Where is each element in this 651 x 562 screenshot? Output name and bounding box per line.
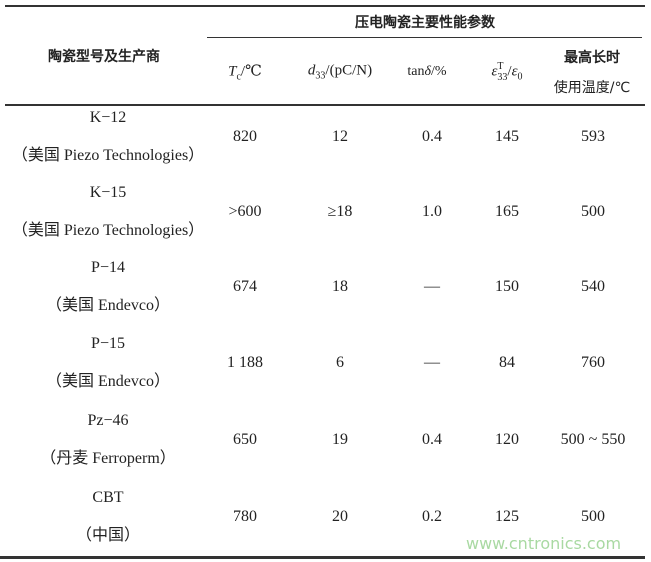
- maker-name: （美国 Piezo Technologies）: [11, 147, 205, 164]
- table-row: P−15 （美国 Endevco） 1 188 6 — 84 760: [0, 325, 651, 401]
- cell-d33: 6: [336, 354, 344, 371]
- cell-tc: >600: [228, 203, 262, 220]
- cell-tan: 1.0: [422, 203, 442, 220]
- cell-max: 500: [581, 203, 605, 220]
- cell-eps: 150: [495, 278, 519, 295]
- cell-d33: 19: [332, 431, 348, 448]
- col-header-eps: ε 33 T/ε0: [491, 61, 523, 83]
- cell-max: 500 ~ 550: [560, 431, 626, 448]
- cell-model: CBT （中国）: [76, 479, 140, 555]
- model-name: K−12: [89, 109, 127, 126]
- maker-name: （美国 Endevco）: [46, 373, 170, 390]
- cell-tc: 780: [233, 508, 257, 525]
- col-header-tc: Tc/℃: [228, 63, 262, 83]
- bottom-rule: [0, 556, 645, 559]
- cell-tan: 0.4: [422, 431, 442, 448]
- cell-d33: 12: [332, 128, 348, 145]
- cell-d33: 20: [332, 508, 348, 525]
- cell-tan: —: [424, 278, 440, 295]
- top-rule: [5, 5, 645, 7]
- cell-tc: 820: [233, 128, 257, 145]
- table-row: K−15 （美国 Piezo Technologies） >600 ≥18 1.0 165…: [0, 174, 651, 250]
- cell-tan: 0.4: [422, 128, 442, 145]
- maker-name: （丹麦 Ferroperm）: [40, 450, 176, 467]
- col-header-max-1: 最高长时: [564, 50, 620, 66]
- table-row: P−14 （美国 Endevco） 674 18 — 150 540: [0, 249, 651, 325]
- maker-name: （中国）: [75, 527, 141, 544]
- cell-d33: 18: [332, 278, 348, 295]
- cell-tan: —: [424, 354, 440, 371]
- group-rule: [207, 37, 642, 38]
- model-name: P−15: [91, 335, 125, 352]
- cell-max: 540: [581, 278, 605, 295]
- table-row: Pz−46 （丹麦 Ferroperm） 650 19 0.4 120 500 ~ 550: [0, 402, 651, 478]
- maker-name: （美国 Piezo Technologies）: [11, 222, 205, 239]
- col-header-d33: d33/(pC/N): [307, 62, 373, 82]
- cell-eps: 120: [495, 431, 519, 448]
- cell-eps: 145: [495, 128, 519, 145]
- maker-name: （美国 Endevco）: [46, 297, 170, 314]
- cell-model: P−14 （美国 Endevco）: [46, 249, 170, 325]
- model-name: K−15: [89, 184, 127, 201]
- cell-max: 593: [581, 128, 605, 145]
- cell-eps: 165: [495, 203, 519, 220]
- table-row: K−12 （美国 Piezo Technologies） 820 12 0.4 145 59…: [0, 99, 651, 175]
- cell-tc: 650: [233, 431, 257, 448]
- col-header-tan: tanδ/%: [407, 64, 447, 79]
- col-header-name: 陶瓷型号及生产商: [48, 49, 160, 65]
- cell-model: P−15 （美国 Endevco）: [46, 325, 170, 401]
- watermark: www.cntronics.com: [466, 534, 622, 553]
- cell-eps: 84: [499, 354, 515, 371]
- table-row: CBT （中国） 780 20 0.2 125 500: [0, 479, 651, 555]
- cell-max: 500: [581, 508, 605, 525]
- group-title: 压电陶瓷主要性能参数: [355, 15, 495, 31]
- cell-tc: 1 188: [227, 354, 263, 371]
- cell-tan: 0.2: [422, 508, 442, 525]
- cell-eps: 125: [495, 508, 519, 525]
- model-name: Pz−46: [87, 412, 129, 429]
- cell-model: K−15 （美国 Piezo Technologies）: [12, 174, 204, 250]
- cell-tc: 674: [233, 278, 257, 295]
- model-name: P−14: [91, 259, 125, 276]
- cell-d33: ≥18: [327, 203, 353, 220]
- col-header-max-2: 使用温度/℃: [553, 80, 631, 96]
- cell-max: 760: [581, 354, 605, 371]
- cell-model: Pz−46 （丹麦 Ferroperm）: [40, 402, 176, 478]
- model-name: CBT: [92, 489, 124, 506]
- cell-model: K−12 （美国 Piezo Technologies）: [12, 99, 204, 175]
- header-rule: [5, 104, 645, 106]
